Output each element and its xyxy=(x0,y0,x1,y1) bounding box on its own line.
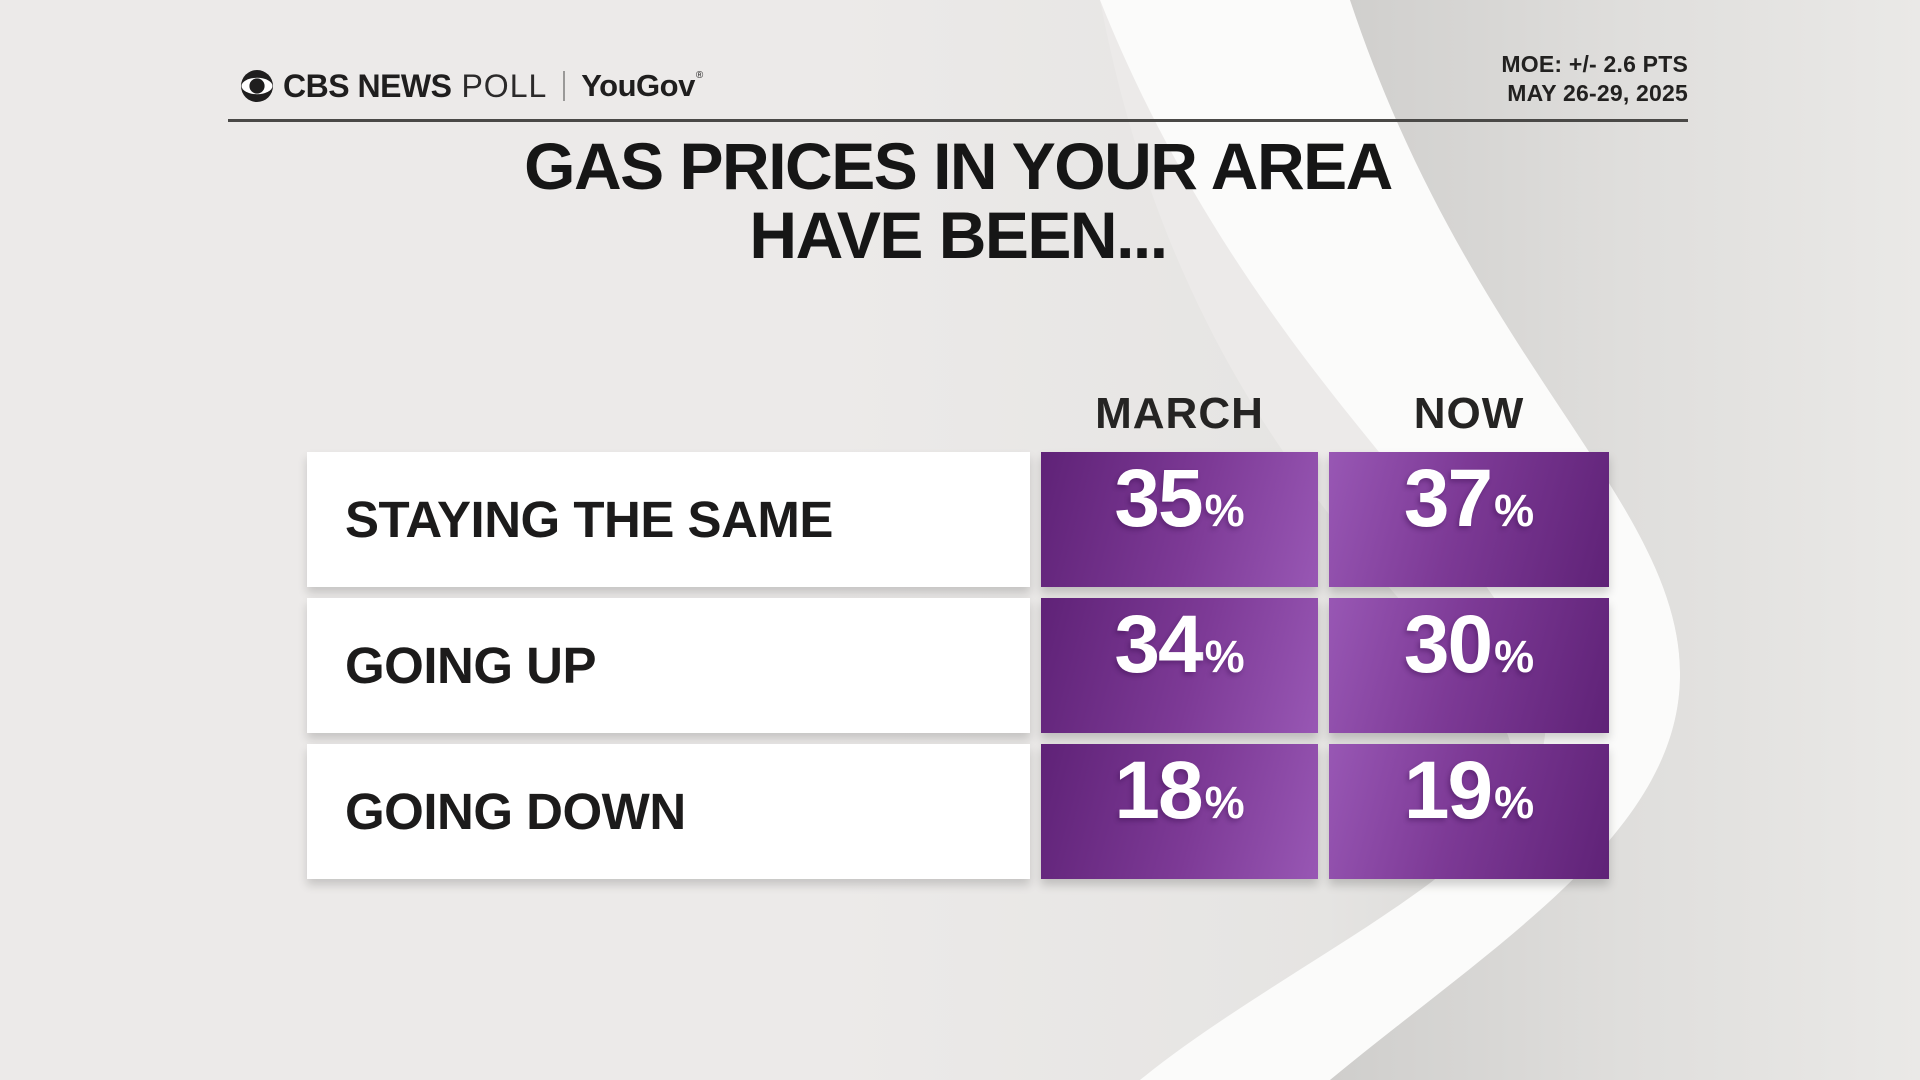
dates-line: MAY 26-29, 2025 xyxy=(1507,79,1688,106)
column-header-now: NOW xyxy=(1413,389,1525,438)
value-number: 18 xyxy=(1114,745,1203,836)
percent-sign: % xyxy=(1204,485,1245,536)
row-label-going-down: GOING DOWN xyxy=(307,744,1030,879)
row-label-staying-the-same: STAYING THE SAME xyxy=(307,452,1030,587)
brand-yougov: YouGov ® xyxy=(581,68,703,104)
value-going-up-now: 30% xyxy=(1329,598,1609,733)
page-title: GAS PRICES IN YOUR AREA HAVE BEEN... xyxy=(228,132,1688,269)
registered-mark: ® xyxy=(695,70,703,81)
percent-sign: % xyxy=(1204,631,1245,682)
value-number: 37 xyxy=(1403,453,1493,544)
header-rule xyxy=(228,119,1688,122)
value-staying-march: 35% xyxy=(1041,452,1318,587)
value-staying-now: 37% xyxy=(1329,452,1609,587)
percent-sign: % xyxy=(1494,485,1535,536)
moe-line: MOE: +/- 2.6 PTS xyxy=(1501,51,1688,77)
header-spacer xyxy=(307,395,1030,441)
value-number: 19 xyxy=(1403,745,1493,836)
brand-row: CBS NEWS POLL YouGov ® xyxy=(240,66,703,106)
value-number: 34 xyxy=(1114,599,1203,690)
value-number: 35 xyxy=(1114,453,1203,544)
percent-sign: % xyxy=(1204,777,1245,828)
percent-sign: % xyxy=(1494,631,1535,682)
value-number: 30 xyxy=(1403,599,1493,690)
brand-cbs-news: CBS NEWS xyxy=(283,67,452,104)
title-line-1: GAS PRICES IN YOUR AREA xyxy=(524,129,1393,203)
value-going-up-march: 34% xyxy=(1041,598,1318,733)
value-going-down-march: 18% xyxy=(1041,744,1318,879)
column-header-march: MARCH xyxy=(1095,389,1264,438)
brand-poll: POLL xyxy=(461,67,548,104)
value-going-down-now: 19% xyxy=(1329,744,1609,879)
poll-table: MARCH NOW STAYING THE SAME 35% 37% GOING… xyxy=(307,389,1609,879)
title-line-2: HAVE BEEN... xyxy=(749,197,1168,272)
moe-block: MOE: +/- 2.6 PTS MAY 26-29, 2025 xyxy=(1501,50,1688,108)
row-label-going-up: GOING UP xyxy=(307,598,1030,733)
percent-sign: % xyxy=(1494,777,1535,828)
brand-yougov-text: YouGov xyxy=(581,68,695,103)
cbs-eye-icon xyxy=(241,70,273,102)
brand-divider xyxy=(563,71,566,101)
